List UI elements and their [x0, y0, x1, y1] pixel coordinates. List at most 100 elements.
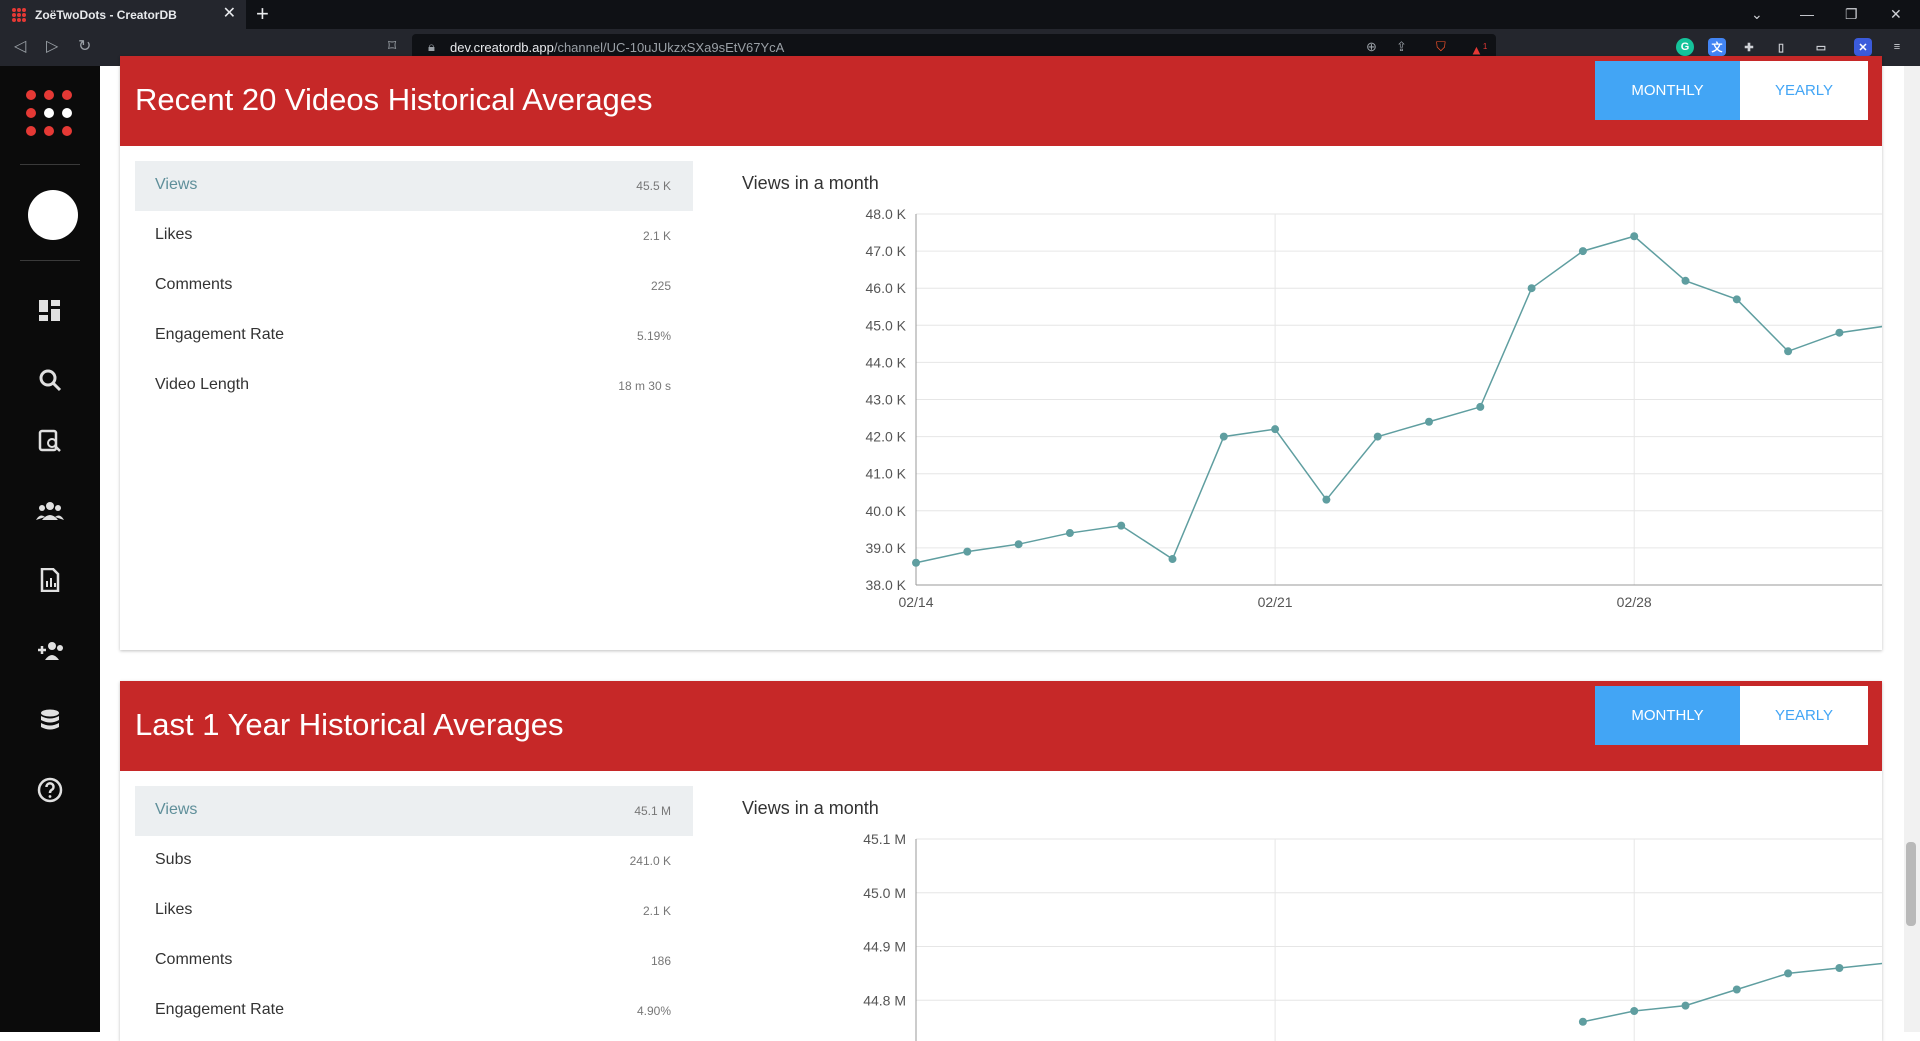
lock-icon: 🔒︎	[428, 39, 435, 54]
group-icon[interactable]	[36, 496, 64, 524]
search-icon[interactable]	[36, 366, 64, 394]
x-tick-label: 02/28	[1617, 594, 1652, 610]
x-tick-label: 02/14	[898, 594, 933, 610]
section-title: Last 1 Year Historical Averages	[135, 707, 564, 742]
data-point	[1732, 985, 1741, 994]
y-tick-label: 44.0 K	[866, 354, 907, 370]
new-tab-plus-icon[interactable]: +	[256, 1, 269, 26]
extensions-puzzle-icon[interactable]: ✚	[1744, 41, 1754, 54]
profile-extension-icon[interactable]: ✕	[1854, 38, 1872, 56]
tab-close-icon[interactable]: ✕	[222, 5, 236, 22]
y-tick-label: 41.0 K	[866, 466, 907, 482]
forward-icon[interactable]: ▷	[46, 38, 59, 55]
metric-video-length[interactable]: Video Length 18 m 30 s	[155, 376, 671, 393]
chart-title: Views in a month	[742, 173, 879, 193]
data-point	[1322, 495, 1331, 504]
y-tick-label: 47.0 K	[866, 243, 907, 259]
minimize-icon[interactable]: —	[1800, 6, 1814, 22]
y-tick-label: 39.0 K	[866, 540, 907, 556]
y-tick-label: 45.0 M	[863, 885, 906, 901]
grammarly-icon[interactable]: G	[1676, 38, 1694, 56]
recent-videos-card: Recent 20 Videos Historical Averages MON…	[120, 56, 1882, 650]
data-point	[1219, 432, 1228, 441]
creatordb-favicon-icon	[12, 7, 26, 22]
data-point	[1835, 964, 1844, 972]
metric-engagement-rate[interactable]: Engagement Rate 5.19%	[155, 326, 671, 343]
views-line-chart: 44.8 M 44.9 M 45.0 M 45.1 M	[863, 831, 1882, 1041]
data-point	[1784, 347, 1793, 356]
views-line-chart: 38.0 K 39.0 K 40.0 K 41.0 K 42.0 K 43.0 K 44.0…	[866, 206, 1882, 610]
tab-title: ZoëTwoDots - CreatorDB	[35, 7, 177, 22]
page-scrollbar[interactable]	[1904, 66, 1920, 1032]
scrollbar-thumb[interactable]	[1906, 842, 1916, 926]
y-tick-label: 40.0 K	[866, 503, 907, 519]
add-group-icon[interactable]	[36, 636, 64, 664]
zoom-icon[interactable]: ⊕	[1366, 39, 1377, 54]
report-search-icon[interactable]	[36, 426, 64, 454]
metric-comments[interactable]: Comments 186	[155, 951, 671, 968]
back-icon[interactable]: ◁	[14, 38, 27, 55]
brave-shields-icon[interactable]: ⛉	[1436, 39, 1446, 54]
y-tick-label: 44.8 M	[863, 992, 906, 1008]
brave-rewards-icon[interactable]: ▲1	[1470, 42, 1488, 58]
data-point	[1630, 1007, 1639, 1015]
data-point	[1117, 521, 1126, 530]
yearly-toggle[interactable]: YEARLY	[1740, 686, 1868, 745]
monthly-toggle[interactable]: MONTHLY	[1595, 686, 1740, 745]
x-tick-label: 02/21	[1258, 594, 1293, 610]
data-point	[1578, 247, 1587, 256]
metric-engagement-rate[interactable]: Engagement Rate 4.90%	[155, 1001, 671, 1018]
data-point	[1835, 328, 1844, 337]
data-point	[963, 547, 972, 556]
y-tick-label: 46.0 K	[866, 280, 907, 296]
data-point	[1065, 529, 1074, 538]
sidebar-panel-icon[interactable]: ▯	[1777, 41, 1785, 54]
sidebar-divider	[20, 260, 80, 261]
browser-tab[interactable]: ZoëTwoDots - CreatorDB ✕	[0, 0, 246, 29]
metric-subs[interactable]: Subs 241.0 K	[155, 851, 671, 868]
window-close-icon[interactable]: ✕	[1890, 6, 1902, 22]
dashboard-icon[interactable]	[36, 297, 64, 325]
data-point	[1784, 969, 1793, 978]
data-point	[1014, 540, 1023, 549]
metric-comments[interactable]: Comments 225	[155, 276, 671, 293]
y-tick-label: 48.0 K	[866, 206, 907, 222]
data-point	[1578, 1017, 1587, 1026]
y-tick-label: 43.0 K	[866, 392, 907, 408]
y-tick-label: 45.0 K	[866, 317, 907, 333]
data-point	[1425, 417, 1433, 426]
section-header: Recent 20 Videos Historical Averages MON…	[120, 56, 1882, 146]
monthly-toggle[interactable]: MONTHLY	[1595, 61, 1740, 120]
creatordb-logo[interactable]	[26, 90, 74, 138]
metric-likes[interactable]: Likes 2.1 K	[155, 226, 671, 243]
data-point	[1681, 276, 1690, 285]
metric-views[interactable]: Views 45.1 M	[135, 786, 693, 836]
y-tick-label: 38.0 K	[866, 577, 907, 593]
data-point	[1681, 1001, 1690, 1010]
analytics-report-icon[interactable]	[36, 566, 64, 594]
bookmark-icon[interactable]: ⌑	[388, 38, 397, 55]
database-icon[interactable]	[36, 706, 64, 734]
yearly-toggle[interactable]: YEARLY	[1740, 61, 1868, 120]
translate-icon[interactable]: 文	[1708, 38, 1726, 56]
wallet-icon[interactable]: ▭	[1815, 41, 1827, 54]
metric-views[interactable]: Views 45.5 K	[135, 161, 693, 211]
data-point	[1527, 284, 1536, 293]
data-point	[1732, 295, 1741, 304]
section-header: Last 1 Year Historical Averages MONTHLY …	[120, 681, 1882, 771]
metric-likes[interactable]: Likes 2.1 K	[155, 901, 671, 918]
app-sidebar	[0, 66, 100, 1032]
y-tick-label: 42.0 K	[866, 429, 907, 445]
url-text: dev.creatordb.app/channel/UC-10uJUkzxSXa…	[450, 40, 785, 55]
browser-tab-bar: ZoëTwoDots - CreatorDB ✕ + ⌄ — ❐ ✕	[0, 0, 1920, 29]
help-icon[interactable]	[36, 776, 64, 804]
reload-icon[interactable]: ↻	[78, 38, 92, 55]
tab-search-chevron-icon[interactable]: ⌄	[1751, 6, 1763, 22]
browser-menu-icon[interactable]: ≡	[1893, 41, 1901, 53]
avatar[interactable]	[28, 190, 78, 240]
restore-icon[interactable]: ❐	[1845, 6, 1858, 22]
data-point	[1271, 425, 1280, 434]
data-point	[1168, 555, 1177, 564]
y-tick-label: 45.1 M	[863, 831, 906, 847]
share-icon[interactable]: ⇪	[1396, 39, 1407, 54]
